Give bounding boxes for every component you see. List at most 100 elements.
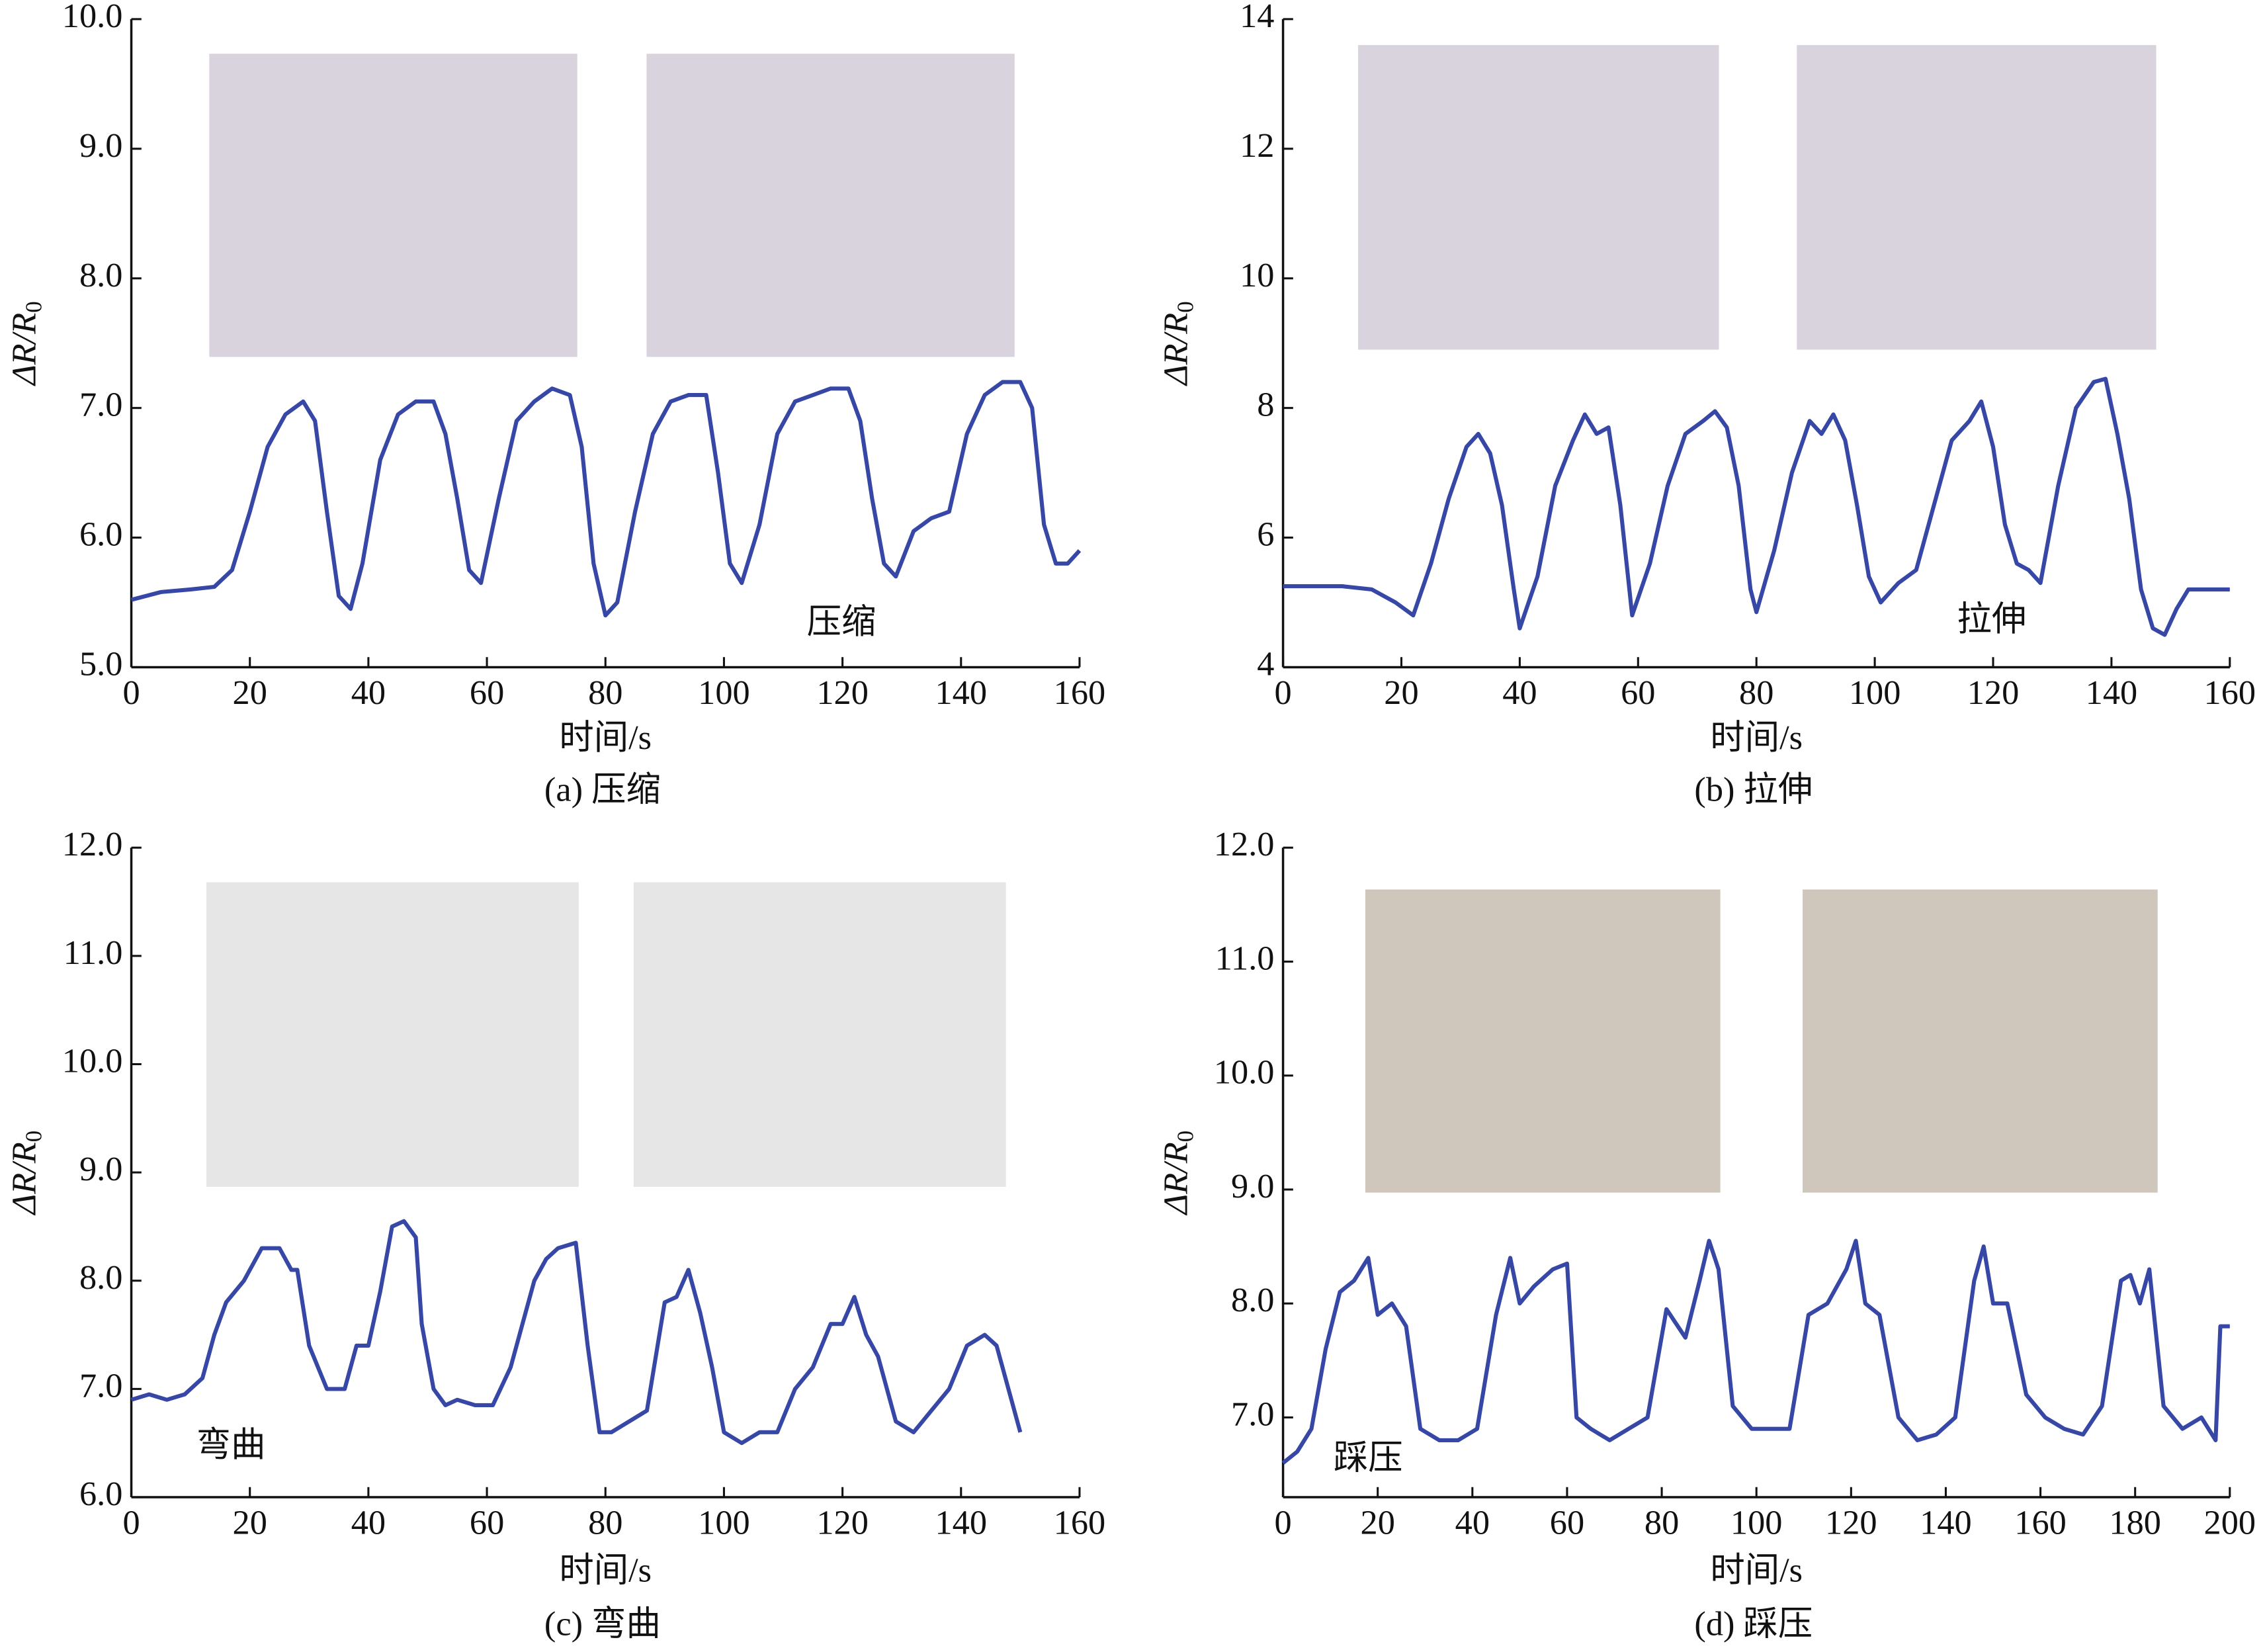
x-tick-label: 40 — [351, 674, 386, 712]
y-axis-label: ΔR/R0 — [1157, 1131, 1199, 1216]
inset-photo — [1358, 45, 1719, 350]
y-tick-label: 11.0 — [1215, 939, 1275, 977]
x-tick-label: 100 — [1849, 674, 1901, 712]
y-axis-label-main: ΔR/R — [1157, 1142, 1195, 1215]
x-tick-label: 160 — [2014, 1504, 2067, 1542]
x-tick-label: 140 — [935, 1504, 988, 1542]
y-axis-label-sub: 0 — [1173, 1131, 1199, 1142]
x-tick-label: 100 — [698, 1504, 750, 1542]
x-tick-label: 200 — [2204, 1504, 2256, 1542]
x-tick-label: 160 — [2204, 674, 2256, 712]
y-axis-label-main: ΔR/R — [1157, 313, 1195, 386]
y-axis-label-sub: 0 — [1173, 301, 1199, 312]
x-tick-label: 20 — [1361, 1504, 1395, 1542]
y-axis-label-sub: 0 — [21, 1131, 47, 1142]
x-tick-label: 40 — [1455, 1504, 1490, 1542]
x-tick-label: 80 — [1739, 674, 1773, 712]
inset-photo — [209, 54, 577, 357]
x-tick-label: 80 — [588, 1504, 622, 1542]
y-tick-label: 8.0 — [79, 256, 122, 294]
y-axis-label: ΔR/R0 — [5, 1131, 46, 1216]
inset-photo — [206, 882, 579, 1187]
x-tick-label: 80 — [588, 674, 622, 712]
y-tick-label: 6.0 — [79, 515, 122, 554]
y-tick-label: 12 — [1240, 126, 1274, 165]
x-tick-label: 40 — [351, 1504, 386, 1542]
y-tick-label: 10.0 — [62, 1042, 123, 1080]
caption: (a) 压缩 — [544, 770, 661, 808]
x-tick-label: 0 — [122, 674, 140, 712]
x-tick-label: 60 — [470, 674, 504, 712]
data-line — [1283, 376, 2230, 637]
inset-photo — [633, 882, 1006, 1187]
y-tick-label: 5.0 — [79, 645, 122, 683]
x-tick-label: 160 — [1054, 1504, 1106, 1542]
y-tick-label: 8.0 — [1231, 1281, 1274, 1319]
x-tick-label: 20 — [1384, 674, 1418, 712]
y-tick-label: 8 — [1257, 386, 1274, 424]
data-line — [130, 380, 1082, 618]
annotation: 拉伸 — [1957, 600, 2026, 638]
y-tick-label: 7.0 — [1231, 1395, 1274, 1433]
x-axis-label: 时间/s — [559, 1551, 652, 1590]
x-tick-label: 180 — [2109, 1504, 2161, 1542]
x-tick-label: 100 — [698, 674, 750, 712]
x-tick-label: 0 — [1274, 674, 1291, 712]
data-line — [1281, 1239, 2230, 1465]
y-axis-label-sub: 0 — [21, 301, 47, 312]
x-tick-label: 0 — [1274, 1504, 1291, 1542]
inset-photo — [1797, 45, 2156, 350]
x-tick-label: 60 — [470, 1504, 504, 1542]
y-tick-label: 10.0 — [62, 0, 123, 35]
y-tick-label: 4 — [1257, 645, 1274, 683]
y-tick-label: 8.0 — [79, 1258, 122, 1297]
y-tick-label: 10.0 — [1214, 1053, 1275, 1092]
y-tick-label: 10 — [1240, 256, 1274, 294]
y-tick-label: 14 — [1240, 0, 1274, 35]
x-tick-label: 120 — [1967, 674, 2020, 712]
caption: (c) 弯曲 — [544, 1604, 661, 1643]
x-tick-label: 60 — [1621, 674, 1655, 712]
y-tick-label: 7.0 — [79, 1366, 122, 1405]
annotation: 压缩 — [807, 603, 876, 641]
x-axis-label: 时间/s — [1710, 1551, 1803, 1590]
x-axis-label: 时间/s — [559, 718, 652, 757]
y-tick-label: 11.0 — [64, 934, 123, 972]
inset-photo — [1365, 889, 1721, 1193]
x-tick-label: 140 — [1920, 1504, 1972, 1542]
x-tick-label: 120 — [816, 674, 869, 712]
y-axis-label: ΔR/R0 — [1157, 301, 1199, 386]
annotation: 踩压 — [1334, 1438, 1403, 1477]
y-tick-label: 6.0 — [79, 1475, 122, 1513]
x-tick-label: 120 — [816, 1504, 869, 1542]
annotation: 弯曲 — [196, 1426, 266, 1464]
y-tick-label: 9.0 — [1231, 1167, 1274, 1205]
x-tick-label: 140 — [935, 674, 988, 712]
x-axis-label: 时间/s — [1710, 718, 1803, 757]
y-tick-label: 6 — [1257, 515, 1274, 554]
y-tick-label: 9.0 — [79, 126, 122, 165]
y-tick-label: 12.0 — [62, 825, 123, 863]
x-tick-label: 160 — [1054, 674, 1106, 712]
x-tick-label: 20 — [233, 674, 267, 712]
caption: (b) 拉伸 — [1694, 770, 1813, 808]
x-tick-label: 100 — [1730, 1504, 1783, 1542]
x-tick-label: 140 — [2086, 674, 2138, 712]
x-tick-label: 60 — [1550, 1504, 1584, 1542]
x-tick-label: 20 — [233, 1504, 267, 1542]
x-tick-label: 0 — [122, 1504, 140, 1542]
inset-photo — [646, 54, 1015, 357]
y-axis-label-main: ΔR/R — [5, 313, 43, 386]
data-line — [130, 1219, 1023, 1446]
x-tick-label: 80 — [1644, 1504, 1679, 1542]
y-tick-label: 7.0 — [79, 386, 122, 424]
y-tick-label: 9.0 — [79, 1150, 122, 1188]
y-axis-label: ΔR/R0 — [5, 301, 46, 386]
x-tick-label: 120 — [1825, 1504, 1877, 1542]
y-tick-label: 12.0 — [1214, 825, 1275, 863]
y-axis-label-main: ΔR/R — [5, 1142, 43, 1215]
caption: (d) 踩压 — [1694, 1604, 1813, 1643]
x-tick-label: 40 — [1502, 674, 1537, 712]
inset-photo — [1803, 889, 2158, 1193]
